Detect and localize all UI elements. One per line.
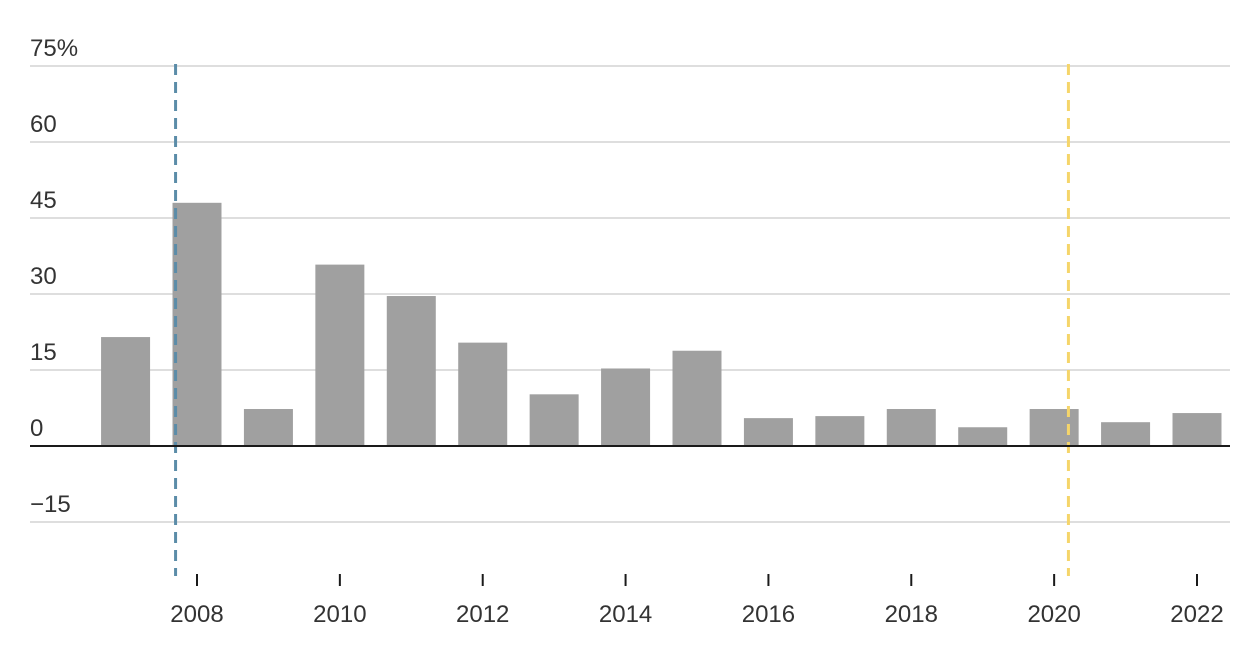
axis-layer <box>30 445 1230 586</box>
bar-2021 <box>1101 422 1151 446</box>
y-tick-label: 75% <box>30 35 78 62</box>
bar-2008 <box>172 202 222 446</box>
y-tick-label: 45 <box>30 187 57 214</box>
bar-2010 <box>315 264 365 446</box>
y-tick-label: 15 <box>30 339 57 366</box>
x-tick-label: 2022 <box>1170 601 1223 628</box>
bar-2016 <box>743 418 793 446</box>
x-tick-label: 2008 <box>170 601 223 628</box>
y-tick-label: 0 <box>30 415 43 442</box>
x-tick-label: 2014 <box>599 601 652 628</box>
bar-2007 <box>101 337 151 446</box>
bar-2012 <box>458 342 508 446</box>
y-tick-label: 30 <box>30 263 57 290</box>
bars-layer <box>101 202 1222 446</box>
x-tick-label: 2012 <box>456 601 509 628</box>
bar-2013 <box>529 394 579 446</box>
bar-2015 <box>672 350 722 446</box>
x-tick-labels: 2008 2010 2012 2014 2016 2018 2020 2022 <box>170 601 1223 628</box>
bar-2019 <box>958 427 1008 446</box>
x-tick-label: 2018 <box>885 601 938 628</box>
y-tick-labels: 75% 60 45 30 15 0 −15 <box>30 35 78 518</box>
x-tick-label: 2016 <box>742 601 795 628</box>
y-tick-label: 60 <box>30 111 57 138</box>
bar-2017 <box>815 416 865 446</box>
bar-2022 <box>1172 413 1222 446</box>
bar-2014 <box>601 368 651 446</box>
bar-2018 <box>886 409 936 446</box>
bar-2009 <box>243 409 293 446</box>
x-tick-label: 2020 <box>1027 601 1080 628</box>
x-tick-label: 2010 <box>313 601 366 628</box>
bar-2011 <box>386 296 436 446</box>
bar-2020 <box>1029 409 1079 446</box>
y-tick-label: −15 <box>30 491 71 518</box>
reference-lines-layer <box>174 64 1070 576</box>
